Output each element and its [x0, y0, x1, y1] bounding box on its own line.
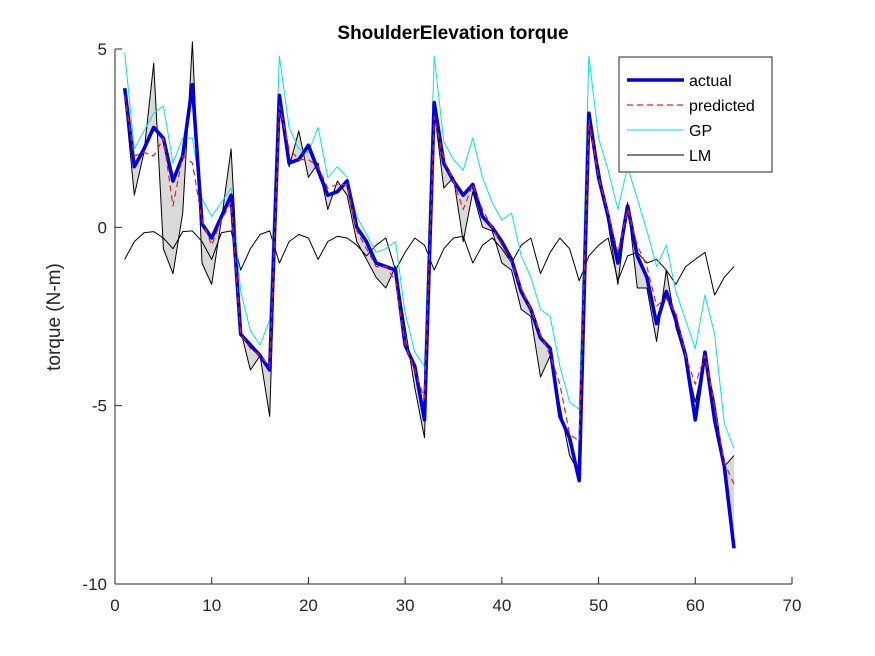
legend-label-actual: actual: [689, 73, 732, 90]
y-tick-label: 5: [98, 40, 107, 59]
y-tick-label: -5: [92, 397, 107, 416]
x-tick-label: 50: [589, 596, 608, 615]
x-tick-label: 60: [686, 596, 705, 615]
legend-box: [618, 56, 773, 173]
x-tick-label: 40: [492, 596, 511, 615]
y-axis-label: torque (N-m): [44, 263, 65, 371]
series-line-actual: [122, 82, 736, 549]
legend: actual predicted GP LM: [618, 56, 773, 173]
x-tick-label: 10: [202, 596, 221, 615]
chart-title: ShoulderElevation torque: [337, 23, 568, 44]
plot-area: [122, 41, 736, 549]
legend-label-gp: GP: [689, 123, 712, 140]
legend-label-predicted: predicted: [689, 98, 755, 115]
x-tick-label: 70: [783, 596, 802, 615]
legend-label-lm: LM: [689, 148, 711, 165]
x-tick-label: 20: [299, 596, 318, 615]
x-tick-label: 0: [110, 596, 119, 615]
y-tick-label: 0: [98, 218, 107, 237]
y-tick-label: -10: [82, 575, 107, 594]
x-tick-label: 30: [396, 596, 415, 615]
series-line-predicted: [124, 95, 735, 485]
